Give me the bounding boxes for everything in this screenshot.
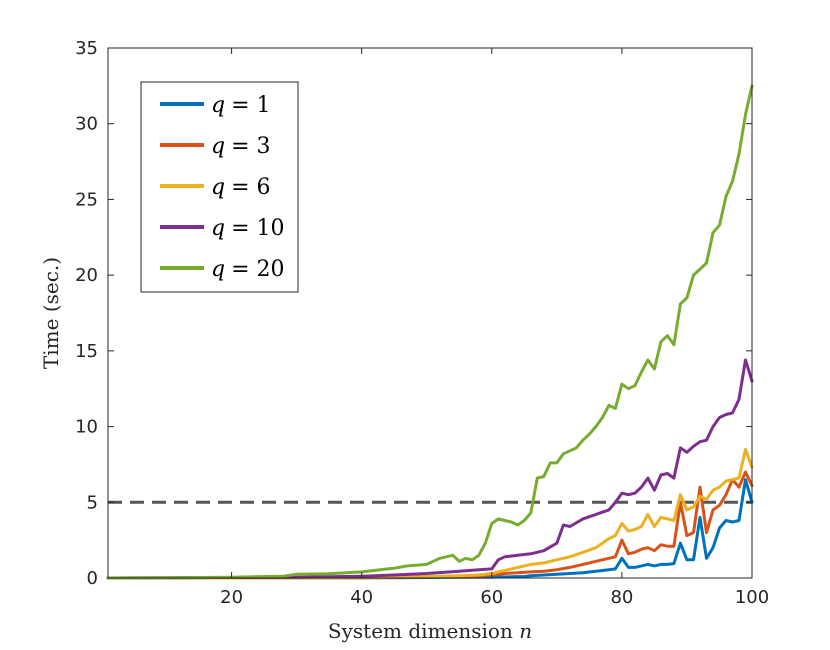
x-tick-label: 80 — [610, 587, 633, 608]
y-tick-label: 0 — [87, 568, 98, 589]
y-tick-label: 5 — [87, 492, 98, 513]
legend-label-2: q = 3 — [211, 134, 271, 159]
x-tick-label: 100 — [735, 587, 769, 608]
y-axis: 0 5 10 15 20 25 30 35 — [75, 38, 752, 589]
x-tick-label: 40 — [350, 587, 373, 608]
y-tick-label: 15 — [75, 341, 98, 362]
y-tick-label: 20 — [75, 265, 98, 286]
x-tick-label: 20 — [220, 587, 243, 608]
legend-box — [140, 81, 299, 293]
x-axis-label: System dimension n — [328, 619, 532, 643]
x-tick-label: 60 — [480, 587, 503, 608]
y-tick-label: 25 — [75, 189, 98, 210]
y-tick-label: 10 — [75, 417, 98, 438]
y-tick-label: 30 — [75, 114, 98, 135]
legend: q = 1 q = 3 q = 6 q = 10 q = 20 — [140, 81, 299, 293]
series-layer — [106, 84, 754, 580]
legend-label-4: q = 10 — [211, 216, 285, 241]
legend-label-1: q = 1 — [211, 93, 271, 118]
y-tick-label: 35 — [75, 38, 98, 59]
series-line-3 — [106, 447, 754, 580]
series-line-4 — [106, 358, 754, 580]
legend-label-5: q = 20 — [211, 257, 285, 282]
series-line-5 — [106, 84, 754, 580]
plot-frame — [107, 47, 753, 579]
legend-label-3: q = 6 — [211, 175, 271, 200]
y-axis-label: Time (sec.) — [39, 257, 63, 369]
x-axis: 20 40 60 80 100 — [220, 48, 769, 608]
